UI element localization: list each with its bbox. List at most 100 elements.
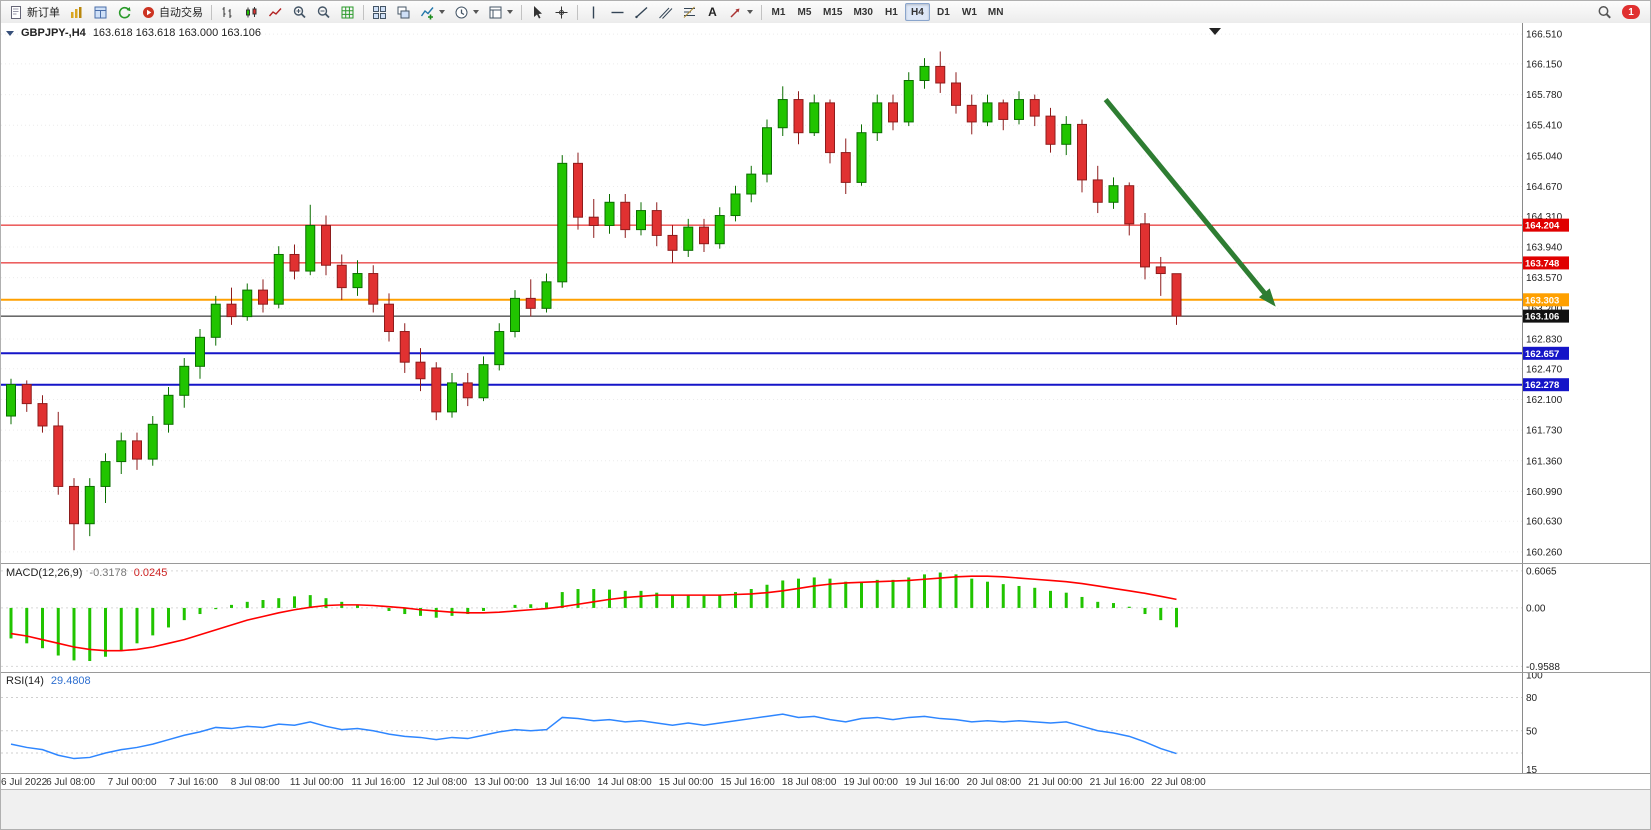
price-gridlines: 166.510 166.150 165.780 165.410 165.040 164.6… — [1, 30, 1563, 558]
grid-button[interactable] — [336, 3, 359, 22]
svg-text:162.470: 162.470 — [1526, 364, 1563, 375]
svg-text:160.260: 160.260 — [1526, 547, 1563, 558]
periods-button[interactable] — [450, 3, 483, 22]
zoom-in-icon — [293, 5, 306, 18]
autotrading-status-icon — [143, 6, 154, 18]
new-order-button[interactable]: 新订单 — [5, 3, 64, 22]
svg-text:163.748: 163.748 — [1525, 258, 1559, 269]
time-axis-label: 6 Jul 2022 — [1, 777, 48, 788]
timeframe-mn-button[interactable]: MN — [983, 3, 1009, 21]
time-axis-label: 12 Jul 08:00 — [412, 777, 468, 788]
svg-text:165.040: 165.040 — [1526, 151, 1563, 162]
time-axis[interactable]: 6 Jul 2022 6 Jul 08:00 7 Jul 00:00 7 Jul 16… — [1, 773, 1650, 792]
data-window-button[interactable] — [89, 3, 112, 22]
timeframe-m1-button[interactable]: M1 — [766, 3, 791, 21]
clock-icon — [455, 6, 468, 18]
svg-text:163.303: 163.303 — [1525, 295, 1559, 306]
trendline-button[interactable] — [630, 3, 653, 22]
tile-windows-button[interactable] — [368, 3, 391, 22]
time-axis-label: 13 Jul 16:00 — [535, 777, 591, 788]
macd-indicator-panel[interactable]: 0.6065 0.00 -0.9588 — [1, 563, 1651, 672]
refresh-button[interactable] — [113, 3, 136, 22]
template-icon — [489, 6, 502, 18]
channel-button[interactable] — [654, 3, 677, 22]
timeframe-h1-button[interactable]: H1 — [879, 3, 904, 21]
zoom-out-icon — [317, 5, 330, 18]
timeframe-h4-button[interactable]: H4 — [904, 3, 930, 21]
svg-text:164.310: 164.310 — [1526, 212, 1563, 223]
time-axis-label: 11 Jul 16:00 — [351, 777, 406, 788]
chart-area: 166.510 166.150 165.780 165.410 165.040 164.6… — [1, 23, 1651, 792]
indicators-button[interactable] — [416, 3, 449, 22]
time-axis-label: 22 Jul 08:00 — [1151, 777, 1206, 788]
grid-icon — [341, 6, 354, 18]
time-axis-label: 21 Jul 00:00 — [1028, 777, 1083, 788]
autotrading-button[interactable]: 自动交易 — [137, 3, 207, 22]
arrows-tool-button[interactable] — [724, 3, 757, 22]
time-axis-label: 7 Jul 16:00 — [169, 777, 219, 788]
time-axis-label: 11 Jul 00:00 — [289, 777, 344, 788]
chart-candles-button[interactable] — [240, 3, 263, 22]
svg-text:100: 100 — [1526, 672, 1543, 682]
time-axis-label: 15 Jul 00:00 — [658, 777, 714, 788]
toolbar-separator — [577, 4, 578, 20]
search-button[interactable] — [1593, 3, 1616, 22]
cascade-windows-button[interactable] — [392, 3, 415, 22]
market-watch-button[interactable] — [65, 3, 88, 22]
horizontal-line-button[interactable] — [606, 3, 629, 22]
candles — [6, 51, 1182, 551]
svg-text:0.00: 0.00 — [1526, 603, 1546, 614]
data-window-icon — [94, 6, 107, 18]
svg-text:166.510: 166.510 — [1526, 30, 1563, 41]
time-axis-label: 19 Jul 00:00 — [843, 777, 898, 788]
svg-text:161.730: 161.730 — [1526, 426, 1563, 437]
svg-text:0.6065: 0.6065 — [1526, 566, 1557, 577]
text-tool-icon: A — [708, 5, 717, 19]
time-axis-label: 6 Jul 08:00 — [46, 777, 96, 788]
candlestick-chart-icon — [246, 6, 257, 17]
text-tool-button[interactable]: A — [702, 3, 723, 22]
macd-histogram — [9, 572, 1178, 662]
new-order-icon — [11, 5, 21, 19]
svg-text:163.200: 163.200 — [1526, 304, 1563, 315]
toolbar-separator — [521, 4, 522, 20]
crosshair-icon — [555, 6, 568, 18]
tile-windows-icon — [373, 5, 386, 19]
market-watch-icon — [71, 6, 82, 18]
time-axis-label: 15 Jul 16:00 — [720, 777, 775, 788]
svg-text:165.410: 165.410 — [1526, 121, 1563, 132]
zoom-out-button[interactable] — [312, 3, 335, 22]
timeframe-d1-button[interactable]: D1 — [931, 3, 956, 21]
timeframe-m30-button[interactable]: M30 — [848, 3, 877, 21]
arrows-caret-icon — [747, 10, 753, 14]
rsi-indicator-panel[interactable]: 100 80 50 15 — [1, 672, 1651, 773]
chart-line-button[interactable] — [264, 3, 287, 22]
fibonacci-button[interactable] — [678, 3, 701, 22]
cursor-button[interactable] — [526, 3, 549, 22]
timeframe-m5-button[interactable]: M5 — [792, 3, 817, 21]
window-bottom-area — [1, 789, 1650, 829]
svg-text:160.630: 160.630 — [1526, 517, 1563, 528]
timeframe-w1-button[interactable]: W1 — [957, 3, 982, 21]
svg-text:162.830: 162.830 — [1526, 334, 1563, 345]
time-axis-label: 7 Jul 00:00 — [107, 777, 157, 788]
trend-arrow-annotation[interactable] — [1103, 97, 1276, 307]
time-axis-label: 20 Jul 08:00 — [966, 777, 1022, 788]
chart-bars-button[interactable] — [216, 3, 239, 22]
scroll-to-end-marker[interactable] — [1209, 28, 1221, 35]
crosshair-button[interactable] — [550, 3, 573, 22]
main-toolbar: 新订单 自动交易 — [1, 1, 1650, 24]
timeframe-m15-button[interactable]: M15 — [818, 3, 847, 21]
price-axis-flags: 164.204 163.748 163.303 163.106 162.657 162.2… — [1522, 218, 1569, 392]
vertical-line-button[interactable] — [582, 3, 605, 22]
horizontal-line-icon — [611, 11, 624, 13]
templates-button[interactable] — [484, 3, 517, 22]
notification-badge[interactable]: 1 — [1622, 5, 1640, 19]
price-chart-panel[interactable]: 166.510 166.150 165.780 165.410 165.040 164.6… — [1, 23, 1651, 563]
zoom-in-button[interactable] — [288, 3, 311, 22]
search-icon — [1598, 5, 1611, 19]
time-axis-label: 19 Jul 16:00 — [905, 777, 960, 788]
svg-text:80: 80 — [1526, 693, 1538, 704]
svg-text:165.780: 165.780 — [1526, 90, 1563, 101]
